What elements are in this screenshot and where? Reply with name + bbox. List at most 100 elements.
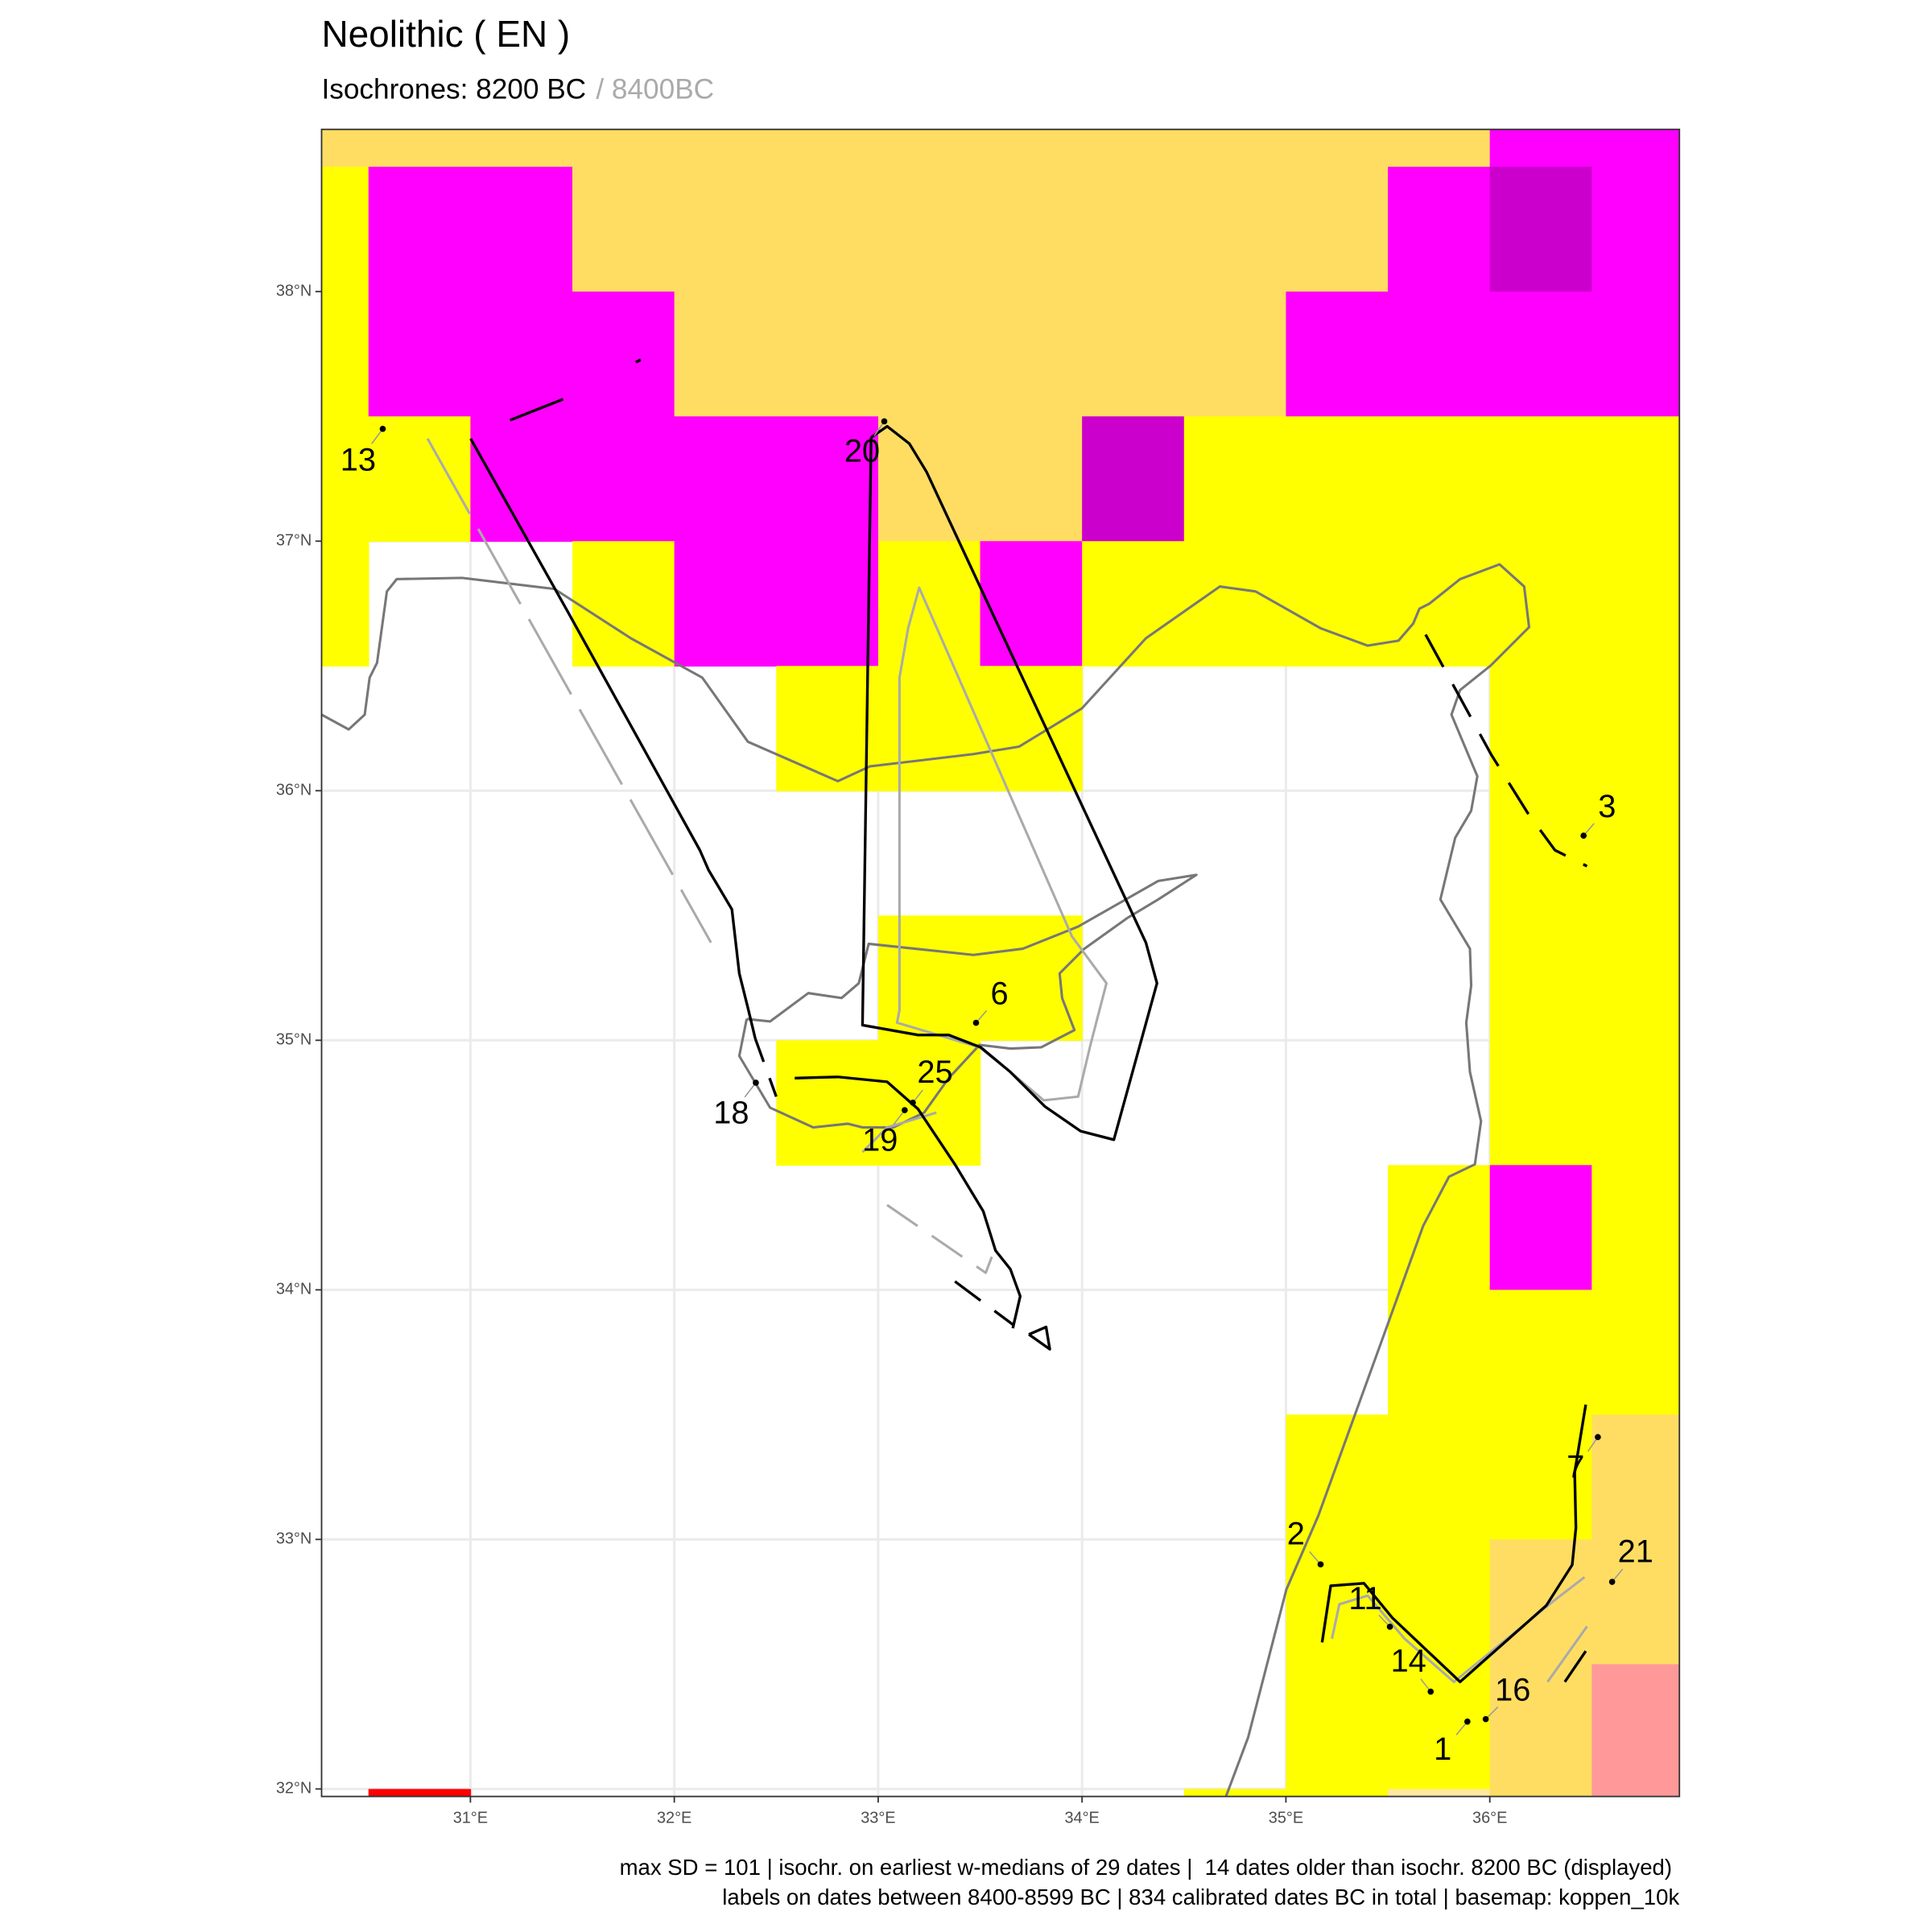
site-point [1482, 1715, 1489, 1723]
subtitle-main: Isochrones: 8200 BC [321, 74, 586, 105]
climate-cell [1591, 1664, 1680, 1790]
site-label: 13 [341, 443, 376, 478]
coastline [320, 563, 1531, 1798]
climate-cell [877, 915, 1083, 1042]
isochrone-8400 [895, 586, 1108, 1102]
climate-cell [1388, 1290, 1680, 1416]
climate-cell [321, 416, 472, 543]
climate-cell [572, 541, 675, 667]
site-label: 11 [1348, 1581, 1381, 1616]
climate-cell [1489, 1789, 1593, 1798]
climate-cell [776, 1040, 981, 1166]
isochrone-8200 [861, 424, 1158, 1141]
climate-cell [877, 541, 981, 667]
climate-cell [1489, 1165, 1593, 1291]
climate-cell [1489, 791, 1680, 917]
panel-border [320, 128, 1681, 1798]
site-point [1317, 1561, 1324, 1568]
isochrone-8400 [1331, 1575, 1586, 1683]
climate-cell [1082, 541, 1680, 667]
site-point [910, 1099, 916, 1106]
climate-cell [1489, 129, 1680, 167]
climate-cell [1286, 1414, 1593, 1541]
climate-cell [674, 291, 1287, 417]
y-tick-label: 37°N [276, 531, 312, 549]
climate-cell [1489, 666, 1680, 792]
climate-cell [1489, 1040, 1680, 1166]
climate-cell [1591, 1165, 1680, 1291]
climate-cell [980, 541, 1083, 667]
site-label: 7 [1567, 1450, 1584, 1485]
climate-cell [1183, 416, 1680, 543]
x-tick-label: 33°E [861, 1809, 895, 1827]
site-label: 3 [1598, 789, 1616, 824]
site-label: 19 [862, 1122, 898, 1158]
caption-line: max SD = 101 | isochr. on earliest w-med… [620, 1855, 1672, 1880]
x-tick-label: 36°E [1472, 1809, 1507, 1827]
isochrone-8400 [426, 438, 712, 943]
climate-cell [572, 167, 1389, 292]
x-tick-label: 34°E [1065, 1809, 1100, 1827]
isochrone-8200 [753, 1038, 778, 1097]
site-label: 14 [1391, 1644, 1426, 1679]
climate-cell [368, 291, 675, 417]
site-label: 20 [844, 434, 880, 469]
subtitle-grey: / 8400BC [596, 74, 714, 105]
climate-cell [1082, 416, 1185, 543]
title: Neolithic ( EN ) [321, 13, 570, 55]
climate-cell [1489, 1539, 1680, 1666]
site-point [1580, 832, 1587, 839]
climate-cell [776, 666, 1083, 792]
climate-cell [1388, 167, 1491, 292]
isochrone-8200 [1563, 1650, 1587, 1683]
y-tick-label: 35°N [276, 1031, 312, 1049]
site-point [881, 418, 888, 425]
isochrone-8200 [1028, 1325, 1051, 1351]
site-label: 25 [917, 1055, 952, 1090]
site-label: 21 [1618, 1534, 1653, 1569]
climate-cell [674, 541, 879, 667]
climate-cell [321, 291, 369, 417]
y-tick-label: 33°N [276, 1530, 312, 1548]
site-point [1595, 1434, 1601, 1441]
y-tick-label: 34°N [276, 1281, 312, 1298]
site-label: 2 [1287, 1517, 1305, 1552]
isochrone-8200 [635, 358, 642, 364]
climate-cell [321, 167, 369, 292]
caption-line: labels on dates between 8400-8599 BC | 8… [722, 1885, 1679, 1909]
panel: 13 20 3 6 18 25 19 7 2 21 11 14 16 1 31°E 32°E 33°E 34°E 3… [276, 128, 1681, 1827]
isochrone-8200 [1320, 1404, 1587, 1683]
climate-cell [368, 167, 573, 292]
isochrone-8200 [954, 1280, 1014, 1326]
site-point [753, 1080, 759, 1086]
site-point [379, 425, 386, 432]
x-tick-label: 32°E [657, 1809, 691, 1827]
isochrone-8200 [510, 398, 564, 422]
isochrone-8400 [1546, 1625, 1588, 1683]
site-point [972, 1019, 980, 1026]
climate-cell [1489, 915, 1680, 1042]
climate-cell [470, 416, 879, 543]
climate-cell [1286, 1539, 1491, 1666]
climate-cell [1388, 1789, 1491, 1798]
y-tick-label: 38°N [276, 282, 312, 299]
site-label: 18 [713, 1095, 749, 1130]
x-tick-label: 31°E [453, 1809, 488, 1827]
isochrone-8200 [1424, 634, 1588, 868]
site-point [1608, 1579, 1616, 1585]
climate-cell [1489, 167, 1593, 292]
climate-cell [1388, 1165, 1491, 1291]
climate-cell [321, 541, 369, 667]
site-point [1386, 1623, 1393, 1630]
coastline [737, 873, 1198, 1129]
climate-cell [1286, 291, 1680, 417]
climate-cell [1591, 167, 1680, 292]
site-point [1464, 1718, 1471, 1725]
climate-cell [1591, 1789, 1680, 1798]
climate-cell [1489, 1664, 1593, 1790]
site-label: 16 [1495, 1672, 1530, 1707]
climate-cell [1591, 1414, 1680, 1541]
site-label: 1 [1434, 1732, 1451, 1767]
